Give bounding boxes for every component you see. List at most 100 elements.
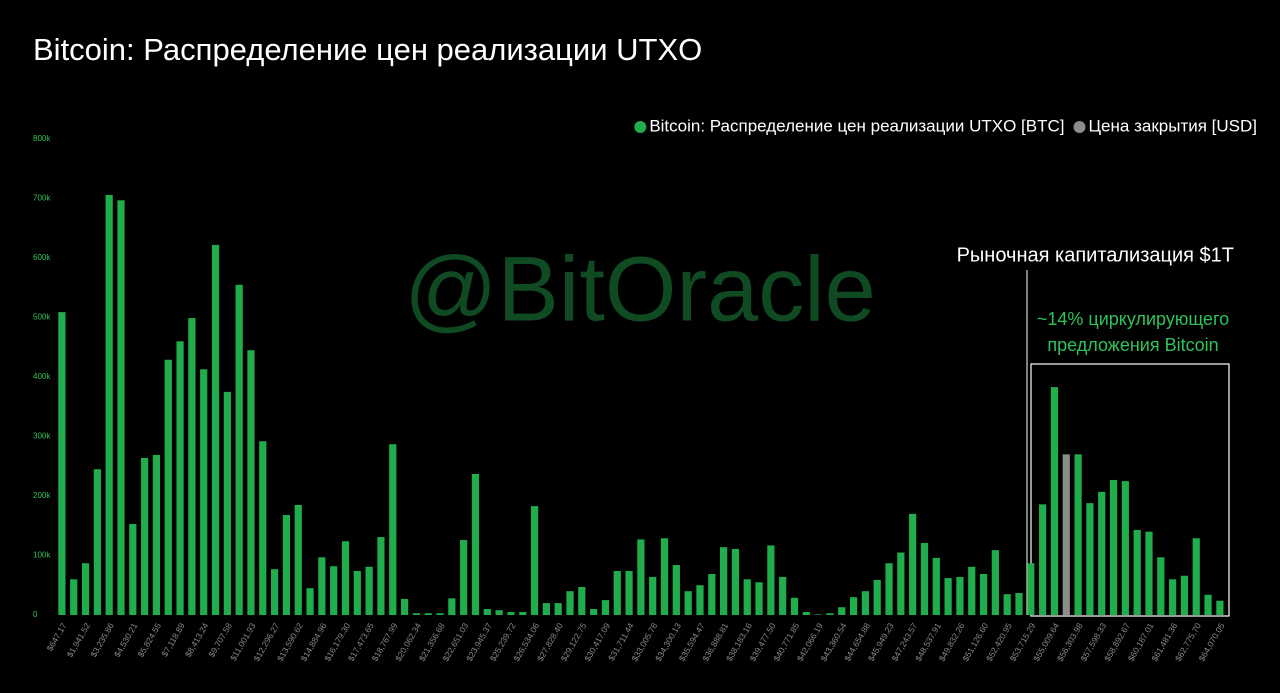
bar: [58, 312, 66, 615]
bar: [885, 563, 893, 615]
bar: [1121, 481, 1129, 615]
bar: [519, 612, 527, 615]
bar: [1039, 504, 1047, 615]
bar: [932, 557, 940, 615]
bar: [696, 585, 704, 615]
bar: [1169, 579, 1177, 615]
legend-swatch: [1073, 121, 1086, 133]
bar: [684, 591, 692, 615]
y-tick-label: 400k: [33, 372, 51, 381]
y-tick-label: 300k: [33, 432, 51, 441]
bar: [377, 537, 385, 615]
bar: [1192, 538, 1200, 615]
bar: [471, 473, 480, 615]
bar: [956, 576, 964, 615]
bar: [200, 369, 208, 615]
bar: [802, 612, 810, 615]
y-tick-label: 800k: [33, 134, 51, 143]
bar: [1027, 563, 1035, 615]
bar: [436, 613, 444, 615]
bar: [282, 515, 291, 615]
bar: [424, 613, 432, 615]
bar: [270, 569, 279, 615]
bar: [129, 523, 137, 615]
bar: [530, 506, 539, 615]
bar: [578, 587, 586, 615]
bar: [590, 609, 598, 615]
bar: [767, 545, 775, 615]
bar: [909, 513, 917, 615]
bar: [294, 504, 302, 615]
y-tick-label: 200k: [33, 491, 51, 500]
legend-label: Bitcoin: Распределение цен реализации UT…: [649, 116, 1064, 135]
bar: [566, 591, 574, 615]
bar: [353, 570, 361, 615]
bar: [838, 607, 846, 615]
bar: [306, 588, 314, 615]
bar: [259, 441, 267, 615]
bar: [81, 563, 90, 615]
bar: [1109, 479, 1118, 615]
y-tick-label: 100k: [33, 551, 51, 560]
bar: [330, 566, 338, 615]
bar: [1086, 503, 1094, 615]
bar: [873, 579, 881, 615]
bar: [1216, 600, 1224, 615]
bar: [1015, 592, 1023, 615]
bar: [389, 444, 397, 615]
bar: [448, 598, 456, 615]
y-tick-label: 0: [33, 610, 38, 619]
bar: [542, 603, 550, 615]
bar: [211, 244, 220, 615]
bar: [1204, 594, 1212, 615]
legend: Цена закрытия [USD] Bitcoin: Распределени…: [634, 116, 1257, 135]
bar: [613, 570, 621, 615]
annotation: Рыночная капитализация $1T: [957, 244, 1234, 266]
bar: [483, 609, 491, 615]
bar: [861, 591, 869, 615]
bar: [637, 539, 645, 615]
legend-swatch: [634, 121, 647, 133]
bar: [991, 550, 999, 615]
bar: [1180, 575, 1189, 615]
bar: [1003, 594, 1011, 615]
bar: [176, 341, 184, 615]
bar: [365, 566, 373, 615]
highlight-box: [1030, 363, 1230, 617]
bar: [708, 573, 716, 615]
bar: [601, 600, 610, 615]
bar: [920, 543, 929, 615]
bar: [625, 570, 633, 615]
bar: [141, 457, 149, 615]
bar: [188, 318, 196, 615]
bar: [979, 573, 988, 615]
y-tick-label: 500k: [33, 313, 51, 322]
watermark: @BitOracle: [404, 238, 876, 340]
bar: [507, 612, 515, 615]
bar: [117, 200, 125, 615]
bar: [826, 613, 834, 615]
bar: [460, 540, 468, 615]
bar: [897, 552, 905, 615]
bar: [412, 613, 420, 615]
bar: [649, 576, 657, 615]
legend-label: Цена закрытия [USD]: [1088, 116, 1257, 135]
bar: [70, 579, 78, 615]
annotation: предложения Bitcoin: [1047, 335, 1218, 355]
bar: [93, 469, 101, 615]
bar: [672, 565, 680, 615]
bar: [1145, 531, 1153, 615]
bar: [1157, 557, 1165, 615]
bar: [1062, 454, 1070, 615]
bar: [720, 547, 728, 615]
y-tick-label: 600k: [33, 253, 51, 262]
bar: [944, 578, 952, 615]
bar: [779, 576, 787, 615]
bar: [105, 194, 113, 615]
bar: [1050, 387, 1059, 615]
bar: [968, 566, 976, 615]
bar: [235, 284, 243, 615]
bar: [660, 538, 669, 615]
